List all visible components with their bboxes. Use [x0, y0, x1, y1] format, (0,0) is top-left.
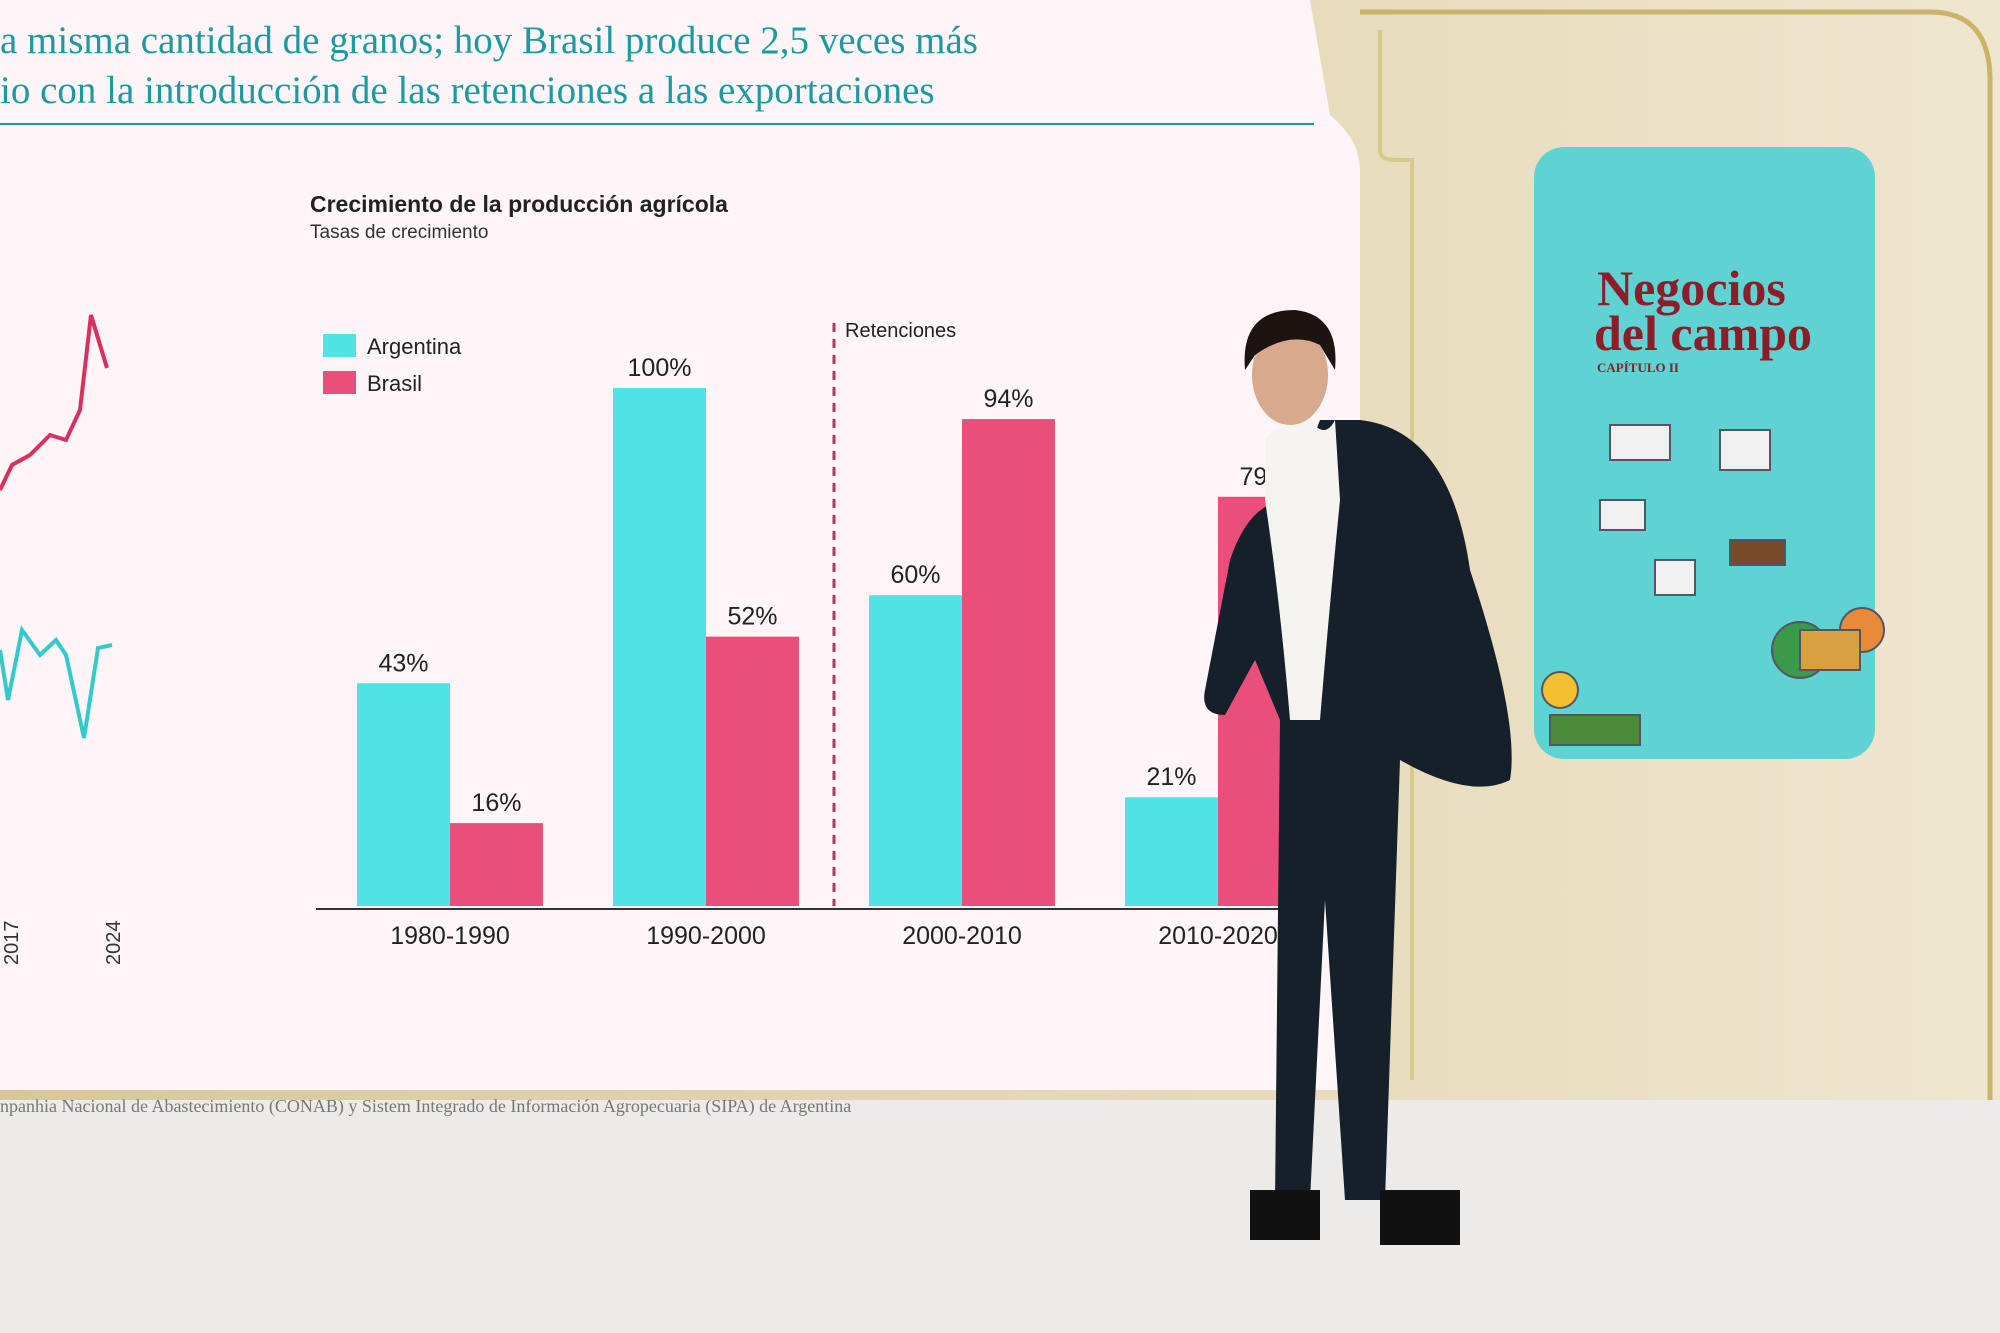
legend-swatch: [323, 371, 356, 394]
value-label: 21%: [1146, 763, 1196, 791]
value-label: 100%: [628, 354, 692, 382]
legend-swatch: [323, 334, 356, 357]
floor: [0, 1100, 2000, 1333]
left-chart-label: 2017: [1, 921, 23, 966]
shoes: [1250, 1190, 1460, 1245]
value-label: 94%: [983, 385, 1033, 413]
bar: [962, 419, 1055, 906]
panel-title: Negocios: [1597, 260, 1786, 316]
x-tick-label: 2010-2020: [1158, 922, 1278, 950]
value-label: 43%: [378, 649, 428, 677]
panel-chapter: CAPÍTULO II: [1597, 360, 1679, 375]
headline: a misma cantidad de granos; hoy Brasil p…: [0, 19, 978, 62]
chart-title: Crecimiento de la producción agrícola: [310, 191, 728, 217]
side-panel: Negocios del campo CAPÍTULO II: [1534, 147, 1885, 759]
value-label: 52%: [727, 603, 777, 631]
left-chart-label: 2024: [103, 921, 125, 966]
x-tick-label: 1990-2000: [646, 922, 766, 950]
stage-frame-inner: [1378, 30, 1414, 1080]
value-label: 16%: [471, 789, 521, 817]
x-tick-label: 2000-2010: [902, 922, 1022, 950]
source-note: npanhia Nacional de Abastecimiento (CONA…: [0, 1096, 851, 1117]
face: [1252, 325, 1328, 425]
farm-icons: [1541, 424, 1885, 746]
stage-frame: [1360, 9, 1993, 1100]
bar: [869, 595, 962, 906]
left-line-cyan: [0, 625, 113, 739]
shirt: [1265, 420, 1340, 720]
screen-content: a misma cantidad de granos; hoy Brasil p…: [0, 19, 1314, 1117]
legend-label: Argentina: [367, 334, 462, 359]
chart-subtitle: Tasas de crecimiento: [310, 222, 488, 243]
legend-label: Brasil: [367, 371, 422, 396]
hair: [1244, 310, 1336, 370]
bar: [357, 683, 450, 906]
panel-title: del campo: [1594, 305, 1812, 361]
left-line-pink: [0, 314, 109, 491]
bar: [613, 388, 706, 906]
value-label: 60%: [890, 561, 940, 589]
annotation-label: Retenciones: [845, 320, 956, 342]
bar: [450, 823, 543, 906]
panel-bg: [1534, 147, 1875, 759]
bar: [706, 636, 799, 906]
headline: io con la introducción de las retencione…: [0, 69, 935, 112]
bar: [1125, 797, 1218, 906]
presenter: [1204, 310, 1512, 1245]
x-tick-label: 1980-1990: [390, 922, 510, 950]
